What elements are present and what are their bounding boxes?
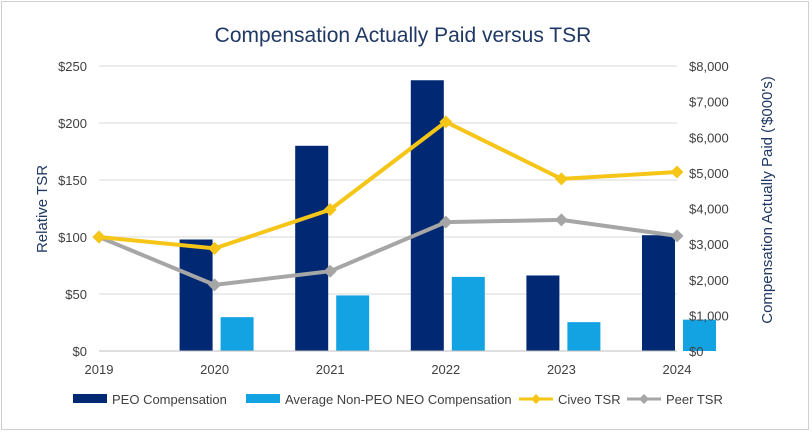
point-civeo-tsr [208,241,222,255]
x-tick-label: 2021 [316,362,345,377]
x-tick-label: 2022 [431,362,460,377]
left-tick-label: $150 [58,173,87,188]
bar-peo-compensation [295,145,329,351]
x-tick-label: 2023 [547,362,576,377]
legend: PEO Compensation Average Non-PEO NEO Comp… [73,392,723,407]
chart-title: Compensation Actually Paid versus TSR [215,24,592,47]
right-tick-label: $4,000 [689,202,729,217]
bars [179,80,716,351]
right-tick-label: $8,000 [689,59,729,74]
point-civeo-tsr [670,165,684,179]
point-civeo-tsr [323,203,337,217]
legend-label-peo-compensation: PEO Compensation [112,392,227,407]
left-tick-label: $50 [65,287,87,302]
point-civeo-tsr [92,230,106,244]
point-civeo-tsr [554,172,568,186]
point-peer-tsr [208,278,222,292]
line-civeo-tsr [98,119,678,251]
legend-swatch-average-non-peo-neo-compensation [246,394,280,403]
bar-non-peo-compensation [451,276,485,351]
x-tick-label: 2019 [85,362,114,377]
legend-label-civeo-tsr: Civeo TSR [558,392,621,407]
x-tick-label: 2020 [200,362,229,377]
line-peer-tsr [98,217,678,287]
right-tick-label: $7,000 [689,95,729,110]
legend-swatch-peo-compensation [73,394,107,403]
lines [92,115,684,292]
legend-label-peer-tsr: Peer TSR [666,392,723,407]
right-tick-label: $5,000 [689,166,729,181]
left-tick-label: $100 [58,230,87,245]
axes: $0 $50 $100 $150 $200 $250 $0 $1,000 $2,000 $3,00… [58,59,729,377]
bar-peo-compensation [179,239,213,351]
x-tick-label: 2024 [663,362,692,377]
point-peer-tsr [554,213,568,227]
bar-non-peo-compensation [683,319,716,351]
bar-peo-compensation [526,275,560,351]
point-peer-tsr [439,215,453,229]
right-tick-label: $3,000 [689,237,729,252]
legend-marker-peer-tsr [639,394,649,404]
bar-non-peo-compensation [336,295,370,351]
point-civeo-tsr [439,115,453,129]
left-axis-title: Relative TSR [34,165,51,253]
gridlines [99,65,677,295]
bar-non-peo-compensation [220,317,254,351]
bar-non-peo-compensation [567,322,601,351]
right-tick-label: $0 [689,344,703,359]
right-tick-label: $1,000 [689,308,729,323]
left-tick-label: $0 [73,344,87,359]
right-axis-title: Compensation Actually Paid ('$000's) [759,76,776,324]
legend-label-average-non-peo-neo-compensation: Average Non-PEO NEO Compensation [285,392,512,407]
right-tick-label: $2,000 [689,273,729,288]
point-peer-tsr [323,264,337,278]
right-tick-label: $6,000 [689,130,729,145]
left-tick-label: $200 [58,116,87,131]
point-peer-tsr [670,229,684,243]
bar-peo-compensation [410,80,444,351]
legend-marker-civeo-tsr [531,394,541,404]
left-tick-label: $250 [58,59,87,74]
bar-peo-compensation [642,235,675,351]
